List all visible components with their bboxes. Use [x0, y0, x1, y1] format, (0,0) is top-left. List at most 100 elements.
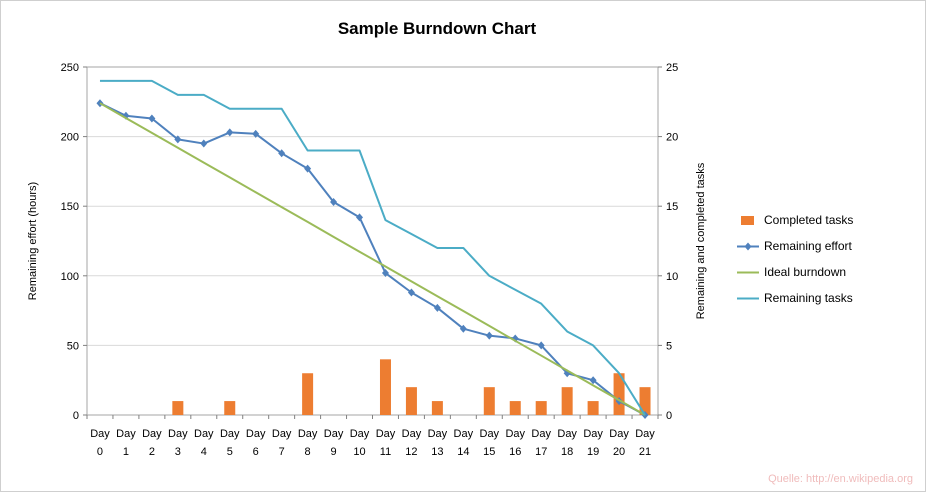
- plot-border: [86, 66, 659, 416]
- x-tick-label-number: 8: [305, 446, 311, 458]
- x-tick-label-word: Day: [194, 428, 214, 440]
- y-right-tick-label: 15: [666, 201, 678, 213]
- x-tick-label-number: 5: [227, 446, 233, 458]
- x-tick-label-number: 7: [279, 446, 285, 458]
- x-tick-label-number: 18: [561, 446, 573, 458]
- remaining-tasks-swatch-icon: [737, 297, 759, 299]
- y-right-tick-label: 0: [666, 410, 672, 422]
- x-tick-label-word: Day: [557, 428, 577, 440]
- x-tick-label-number: 13: [431, 446, 443, 458]
- y-right-tick-label: 10: [666, 271, 678, 283]
- marker-remaining-effort: [226, 128, 234, 137]
- x-tick-label-number: 4: [201, 446, 207, 458]
- line-remaining-tasks: [99, 79, 646, 416]
- x-tick-label-word: Day: [168, 428, 188, 440]
- bar-completed-tasks: [535, 401, 547, 415]
- x-tick-label-number: 20: [613, 446, 625, 458]
- marker-remaining-effort: [356, 213, 364, 222]
- y-left-tick-label: 0: [73, 410, 79, 422]
- bar-completed-tasks: [613, 373, 625, 415]
- marker-remaining-effort: [589, 376, 597, 385]
- x-tick-label-number: 9: [331, 446, 337, 458]
- x-tick-label-number: 16: [509, 446, 521, 458]
- source-note: Quelle: http://en.wikipedia.org: [768, 473, 913, 485]
- legend-item-remaining-tasks: Remaining tasks: [737, 291, 853, 305]
- x-tick-label-number: 10: [353, 446, 365, 458]
- x-tick-label-word: Day: [609, 428, 629, 440]
- line-remaining-effort: [99, 102, 646, 416]
- marker-remaining-effort: [485, 331, 493, 340]
- legend: Completed tasks Remaining effort Ideal b…: [737, 213, 853, 305]
- marker-remaining-effort: [433, 303, 441, 312]
- line-ideal-burndown: [99, 102, 646, 416]
- x-tick-label-number: 12: [405, 446, 417, 458]
- marker-remaining-effort: [407, 288, 415, 297]
- x-tick-label-word: Day: [454, 428, 474, 440]
- bar-completed-tasks: [172, 401, 184, 415]
- x-tick-label-number: 2: [149, 446, 155, 458]
- legend-item-completed-tasks: Completed tasks: [737, 213, 853, 227]
- x-tick-label-word: Day: [402, 428, 422, 440]
- bar-completed-tasks: [302, 373, 314, 415]
- bar-completed-tasks: [587, 401, 599, 415]
- bar-completed-tasks: [431, 401, 443, 415]
- x-tick-label-number: 15: [483, 446, 495, 458]
- x-tick-label-word: Day: [350, 428, 370, 440]
- legend-label-completed-tasks: Completed tasks: [764, 213, 854, 227]
- y-left-tick-label: 100: [61, 271, 79, 283]
- bar-completed-tasks: [483, 387, 495, 415]
- x-tick-label-number: 21: [639, 446, 651, 458]
- y-right-tick-label: 20: [666, 132, 678, 144]
- bar-completed-tasks: [224, 401, 236, 415]
- remaining-effort-swatch-icon: [737, 242, 759, 250]
- legend-label-ideal-burndown: Ideal burndown: [764, 265, 847, 279]
- right-axis-title: Remaining and completed tasks: [695, 162, 707, 320]
- bar-completed-tasks: [405, 387, 417, 415]
- x-tick-label-word: Day: [531, 428, 551, 440]
- x-tick-label-number: 19: [587, 446, 599, 458]
- marker-remaining-effort: [278, 149, 286, 158]
- x-tick-label-number: 0: [97, 446, 103, 458]
- x-tick-label-number: 14: [457, 446, 469, 458]
- x-tick-label-word: Day: [480, 428, 500, 440]
- y-left-tick-label: 250: [61, 62, 79, 74]
- y-right-tick-label: 5: [666, 340, 672, 352]
- y-right-tick-label: 25: [666, 62, 678, 74]
- marker-remaining-effort: [330, 198, 338, 207]
- x-tick-label-number: 17: [535, 446, 547, 458]
- y-left-tick-label: 50: [67, 340, 79, 352]
- x-tick-label-word: Day: [376, 428, 396, 440]
- x-tick-label-word: Day: [505, 428, 525, 440]
- y-left-tick-label: 200: [61, 132, 79, 144]
- marker-remaining-effort: [148, 114, 156, 123]
- marker-remaining-effort: [537, 341, 545, 350]
- legend-item-ideal-burndown: Ideal burndown: [737, 265, 853, 279]
- x-tick-label-word: Day: [142, 428, 162, 440]
- ideal-burndown-swatch-icon: [737, 271, 759, 273]
- x-tick-label-number: 6: [253, 446, 259, 458]
- x-tick-label-number: 1: [123, 446, 129, 458]
- x-tick-label-number: 3: [175, 446, 181, 458]
- legend-label-remaining-effort: Remaining effort: [764, 239, 852, 253]
- legend-item-remaining-effort: Remaining effort: [737, 239, 853, 253]
- marker-remaining-effort: [252, 129, 260, 138]
- x-tick-label-number: 11: [380, 446, 391, 458]
- x-tick-label-word: Day: [583, 428, 603, 440]
- x-tick-label-word: Day: [635, 428, 655, 440]
- bar-completed-tasks: [639, 387, 651, 415]
- bar-completed-tasks: [561, 387, 573, 415]
- marker-remaining-effort: [200, 139, 208, 148]
- x-tick-label-word: Day: [116, 428, 136, 440]
- marker-remaining-effort: [304, 164, 312, 173]
- x-tick-label-word: Day: [298, 428, 318, 440]
- x-tick-label-word: Day: [428, 428, 448, 440]
- legend-label-remaining-tasks: Remaining tasks: [764, 291, 853, 305]
- x-tick-label-word: Day: [246, 428, 266, 440]
- x-tick-label-word: Day: [272, 428, 292, 440]
- chart-title: Sample Burndown Chart: [337, 19, 537, 38]
- y-left-tick-label: 150: [61, 201, 79, 213]
- x-tick-label-word: Day: [220, 428, 240, 440]
- marker-remaining-effort: [381, 269, 389, 278]
